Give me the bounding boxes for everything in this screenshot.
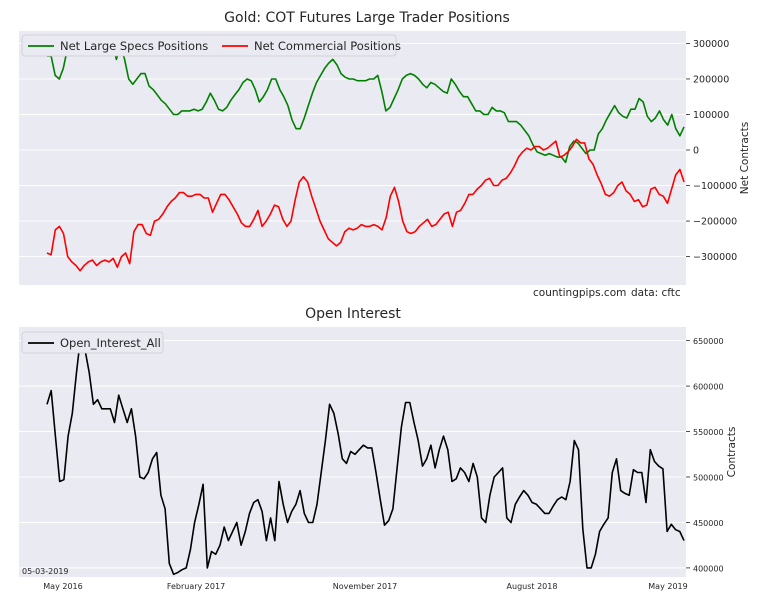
y-tick-label: 550000 (693, 428, 724, 437)
y-tick-label: −200000 (693, 217, 737, 228)
date-stamp: 05-03-2019 (22, 567, 69, 576)
y-tick-label: 500000 (693, 474, 724, 483)
y-axis-label: Net Contracts (739, 122, 751, 194)
y-tick-label: −100000 (693, 181, 737, 192)
series-line-net-commercial-positions (46, 138, 685, 272)
legend: Net Large Specs Positions Net Commercial… (21, 34, 401, 57)
y-tick-label: 600000 (693, 383, 724, 392)
chart-title: Open Interest (305, 306, 401, 322)
chart-positions: Gold: COT Futures Large Trader Positions… (19, 10, 751, 299)
y-tick-label: 300000 (693, 39, 729, 50)
plot-area (19, 31, 686, 285)
y-tick-label: 100000 (693, 110, 729, 121)
y-tick-label: 650000 (693, 337, 724, 346)
y-axis-ticks: 400000 450000 500000 550000 600000 650000 (686, 337, 724, 573)
y-tick-label: 400000 (693, 564, 724, 573)
x-tick-label: August 2018 (507, 582, 558, 591)
x-tick-label: November 2017 (333, 582, 398, 591)
source-credit: countingpips.com (533, 287, 626, 299)
x-tick-label: May 2016 (43, 582, 82, 591)
y-tick-label: 200000 (693, 74, 729, 85)
y-axis-ticks: −300000 −200000 −100000 0 100000 200000 300000 (686, 39, 737, 263)
y-tick-label: 0 (693, 146, 699, 157)
y-tick-label: 450000 (693, 519, 724, 528)
y-tick-label: −300000 (693, 252, 737, 263)
x-axis-ticks: May 2016 February 2017 November 2017 August… (43, 582, 687, 591)
legend-box (21, 331, 164, 354)
legend-label-commercial: Net Commercial Positions (254, 39, 401, 53)
series-line-open-interest-all (46, 335, 685, 576)
series-line-net-large-specs-positions (47, 42, 685, 164)
series-group (46, 335, 685, 576)
grid (19, 340, 686, 569)
data-source-label: data: cftc (631, 287, 681, 299)
y-axis-label: Contracts (726, 427, 738, 478)
legend: Open_Interest_All (21, 331, 164, 354)
legend-box (21, 34, 397, 57)
x-tick-label: February 2017 (167, 582, 225, 591)
chart-open-interest: Open Interest 400000 450000 500000 550000 60… (19, 306, 738, 591)
legend-label-specs: Net Large Specs Positions (60, 39, 208, 53)
chart-title: Gold: COT Futures Large Trader Positions (224, 10, 510, 26)
series-group (46, 42, 685, 272)
legend-label-open-interest: Open_Interest_All (60, 336, 161, 350)
x-tick-label: May 2019 (648, 582, 687, 591)
